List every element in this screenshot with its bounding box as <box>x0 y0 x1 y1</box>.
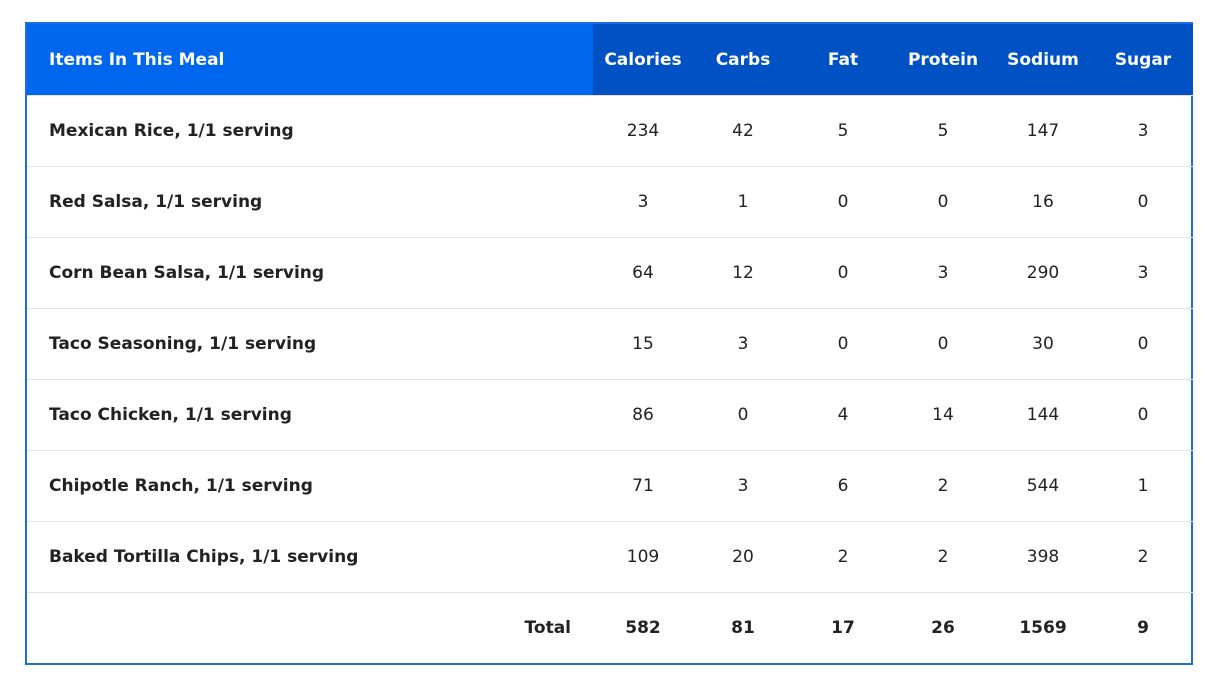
value-cell: 290 <box>993 237 1093 308</box>
header-cell: Sugar <box>1093 24 1193 95</box>
nutrition-table: Items In This Meal Calories Carbs Fat Protei… <box>25 22 1193 665</box>
value-cell: 0 <box>1093 379 1193 450</box>
item-name: Mexican Rice, 1/1 serving <box>27 95 593 166</box>
total-cell: 81 <box>693 592 793 663</box>
total-cell: 17 <box>793 592 893 663</box>
value-cell: 15 <box>593 308 693 379</box>
value-cell: 3 <box>1093 237 1193 308</box>
value-cell: 42 <box>693 95 793 166</box>
value-cell: 5 <box>793 95 893 166</box>
value-cell: 12 <box>693 237 793 308</box>
value-cell: 2 <box>893 450 993 521</box>
header-cell: Calories <box>593 24 693 95</box>
value-cell: 1 <box>1093 450 1193 521</box>
value-cell: 3 <box>693 450 793 521</box>
value-cell: 4 <box>793 379 893 450</box>
value-cell: 0 <box>793 237 893 308</box>
value-cell: 144 <box>993 379 1093 450</box>
value-cell: 3 <box>693 308 793 379</box>
value-cell: 14 <box>893 379 993 450</box>
value-cell: 6 <box>793 450 893 521</box>
value-cell: 20 <box>693 521 793 592</box>
item-name: Chipotle Ranch, 1/1 serving <box>27 450 593 521</box>
value-cell: 0 <box>1093 308 1193 379</box>
value-cell: 2 <box>793 521 893 592</box>
value-cell: 0 <box>793 308 893 379</box>
value-cell: 0 <box>1093 166 1193 237</box>
total-cell: 26 <box>893 592 993 663</box>
value-cell: 3 <box>893 237 993 308</box>
value-cell: 0 <box>893 308 993 379</box>
item-name: Corn Bean Salsa, 1/1 serving <box>27 237 593 308</box>
header-cell: Protein <box>893 24 993 95</box>
value-cell: 0 <box>893 166 993 237</box>
value-cell: 0 <box>693 379 793 450</box>
total-cell: 582 <box>593 592 693 663</box>
value-cell: 64 <box>593 237 693 308</box>
header-cell: Carbs <box>693 24 793 95</box>
value-cell: 71 <box>593 450 693 521</box>
total-label: Total <box>27 592 593 663</box>
header-cell: Items In This Meal <box>27 24 593 95</box>
total-cell: 1569 <box>993 592 1093 663</box>
value-cell: 234 <box>593 95 693 166</box>
item-name: Red Salsa, 1/1 serving <box>27 166 593 237</box>
value-cell: 3 <box>1093 95 1193 166</box>
value-cell: 2 <box>893 521 993 592</box>
value-cell: 147 <box>993 95 1093 166</box>
total-cell: 9 <box>1093 592 1193 663</box>
item-name: Taco Chicken, 1/1 serving <box>27 379 593 450</box>
value-cell: 398 <box>993 521 1093 592</box>
header-cell: Sodium <box>993 24 1093 95</box>
header-cell: Fat <box>793 24 893 95</box>
value-cell: 16 <box>993 166 1093 237</box>
value-cell: 3 <box>593 166 693 237</box>
value-cell: 86 <box>593 379 693 450</box>
value-cell: 544 <box>993 450 1093 521</box>
item-name: Baked Tortilla Chips, 1/1 serving <box>27 521 593 592</box>
value-cell: 109 <box>593 521 693 592</box>
value-cell: 0 <box>793 166 893 237</box>
value-cell: 1 <box>693 166 793 237</box>
value-cell: 30 <box>993 308 1093 379</box>
value-cell: 2 <box>1093 521 1193 592</box>
item-name: Taco Seasoning, 1/1 serving <box>27 308 593 379</box>
value-cell: 5 <box>893 95 993 166</box>
